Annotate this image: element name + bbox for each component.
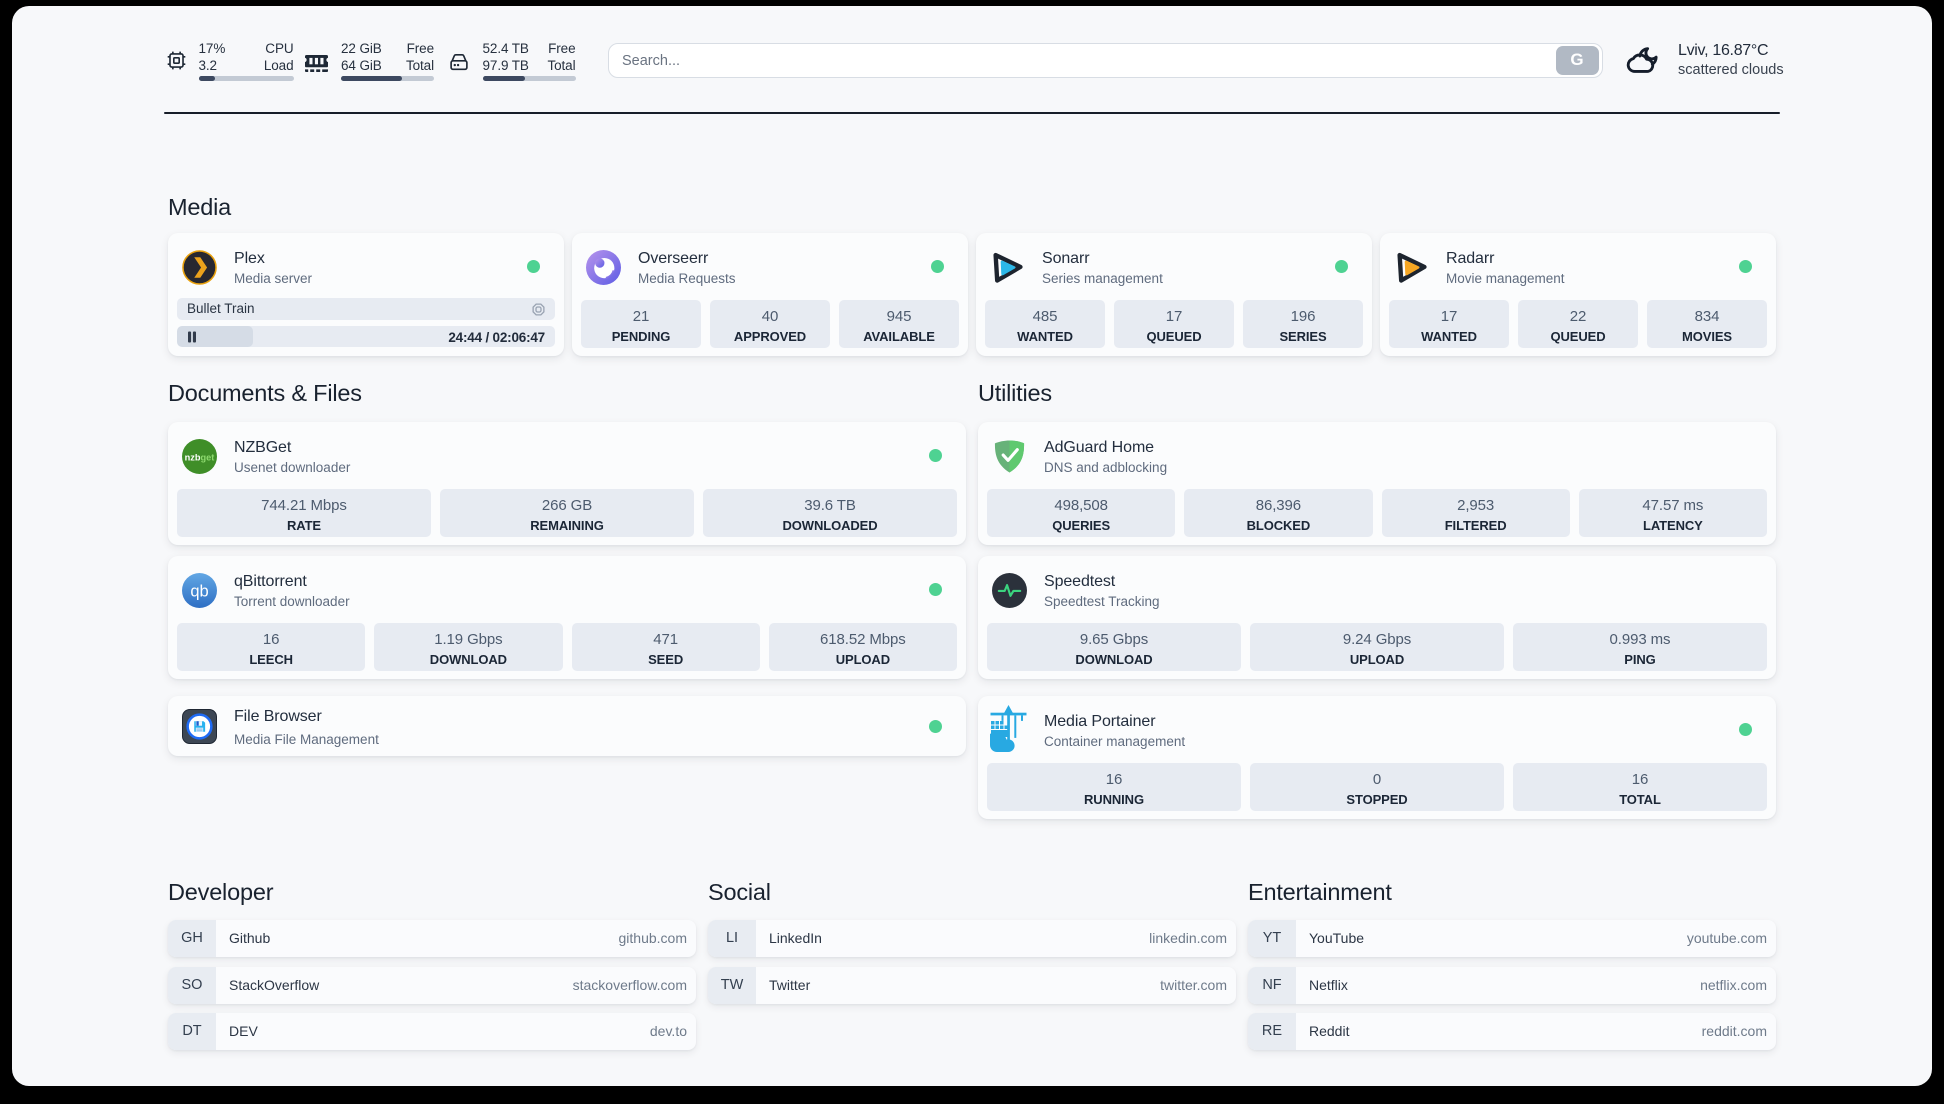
svg-text:nzbget: nzbget (185, 452, 215, 462)
svg-text:qb: qb (190, 581, 208, 600)
